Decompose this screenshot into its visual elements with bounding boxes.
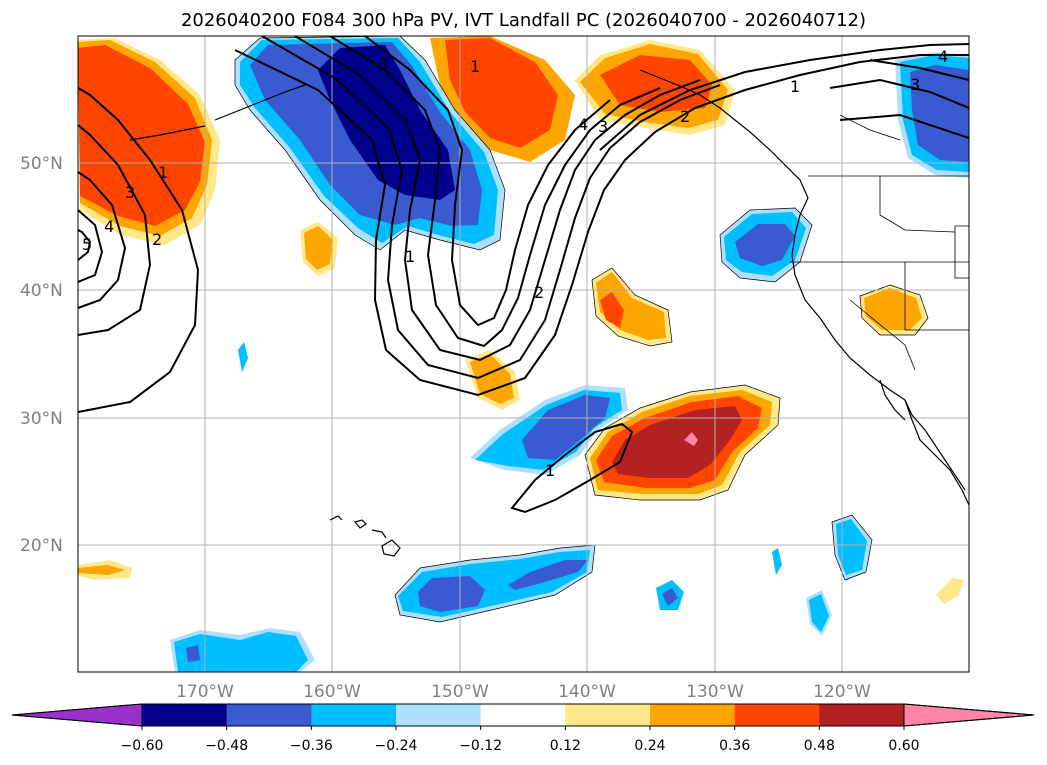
- colorbar-tick-label: 0.36: [719, 738, 750, 754]
- lat-label: 50°N: [20, 154, 63, 174]
- colorbar-box: [650, 704, 736, 726]
- contour-label: 1: [158, 163, 168, 182]
- contour-label: 2: [152, 230, 162, 249]
- contour-label: 3: [910, 75, 920, 94]
- contour-label: 1: [545, 461, 555, 480]
- map-frame: [77, 35, 970, 673]
- colorbar-box: [819, 704, 905, 726]
- contour-labels: 1 2 3 4 5 1 3 2 1 3 4 1 2 1 3 4: [82, 47, 948, 480]
- colorbar-tick-label: −0.60: [121, 738, 164, 754]
- lon-label: 170°W: [176, 682, 234, 702]
- contour-label: 4: [104, 217, 114, 236]
- colorbar-tick-label: 0.60: [888, 738, 919, 754]
- colorbar-box: [396, 704, 482, 726]
- colorbar-tick-label: −0.24: [375, 738, 418, 754]
- colorbar-tick-label: 0.24: [634, 738, 665, 754]
- map-area: 1 2 3 4 5 1 3 2 1 3 4 1 2 1 3 4: [78, 36, 969, 672]
- colorbar-extend-low: [11, 703, 143, 727]
- contour-label: 3: [125, 183, 135, 202]
- colorbar-box: [565, 704, 651, 726]
- latitude-labels: 50°N 40°N 30°N 20°N: [20, 154, 63, 556]
- contour-label: 3: [598, 117, 608, 136]
- lon-label: 120°W: [813, 682, 871, 702]
- colorbar-box: [142, 704, 228, 726]
- lat-label: 30°N: [20, 409, 63, 429]
- longitude-labels: 170°W 160°W 150°W 140°W 130°W 120°W: [176, 682, 871, 702]
- colorbar-tick-label: −0.12: [459, 738, 502, 754]
- contour-label: 3: [378, 55, 388, 74]
- contour-label: 1: [405, 247, 415, 266]
- lat-label: 20°N: [20, 536, 63, 556]
- colorbar-tick-label: −0.48: [205, 738, 248, 754]
- lon-label: 140°W: [558, 682, 616, 702]
- colorbar-tick-label: −0.36: [290, 738, 333, 754]
- pv-positive-shading: [78, 36, 964, 604]
- contour-label: 4: [938, 47, 948, 66]
- contour-label: 2: [680, 107, 690, 126]
- coastlines: [129, 69, 969, 557]
- colorbar-tick-label: 0.48: [804, 738, 835, 754]
- colorbar: −0.60 −0.48 −0.36 −0.24 −0.12 0.12 0.24 0.36 0.4…: [11, 703, 1035, 754]
- colorbar-extend-high: [903, 703, 1035, 727]
- contour-label: 2: [534, 283, 544, 302]
- ivt-contours: [78, 36, 969, 514]
- colorbar-box: [480, 704, 566, 726]
- contour-label: 1: [470, 57, 480, 76]
- colorbar-box: [734, 704, 820, 726]
- contour-label: 1: [790, 77, 800, 96]
- colorbar-box: [226, 704, 312, 726]
- lat-label: 40°N: [20, 281, 63, 301]
- map-title: 2026040200 F084 300 hPa PV, IVT Landfall…: [180, 10, 867, 31]
- lon-label: 150°W: [431, 682, 489, 702]
- contour-label: 4: [578, 115, 588, 134]
- contour-label: 5: [82, 235, 92, 254]
- lon-label: 160°W: [303, 682, 361, 702]
- lon-label: 130°W: [686, 682, 744, 702]
- colorbar-tick-label: 0.12: [550, 738, 581, 754]
- political-borders: [790, 114, 969, 371]
- colorbar-box: [311, 704, 397, 726]
